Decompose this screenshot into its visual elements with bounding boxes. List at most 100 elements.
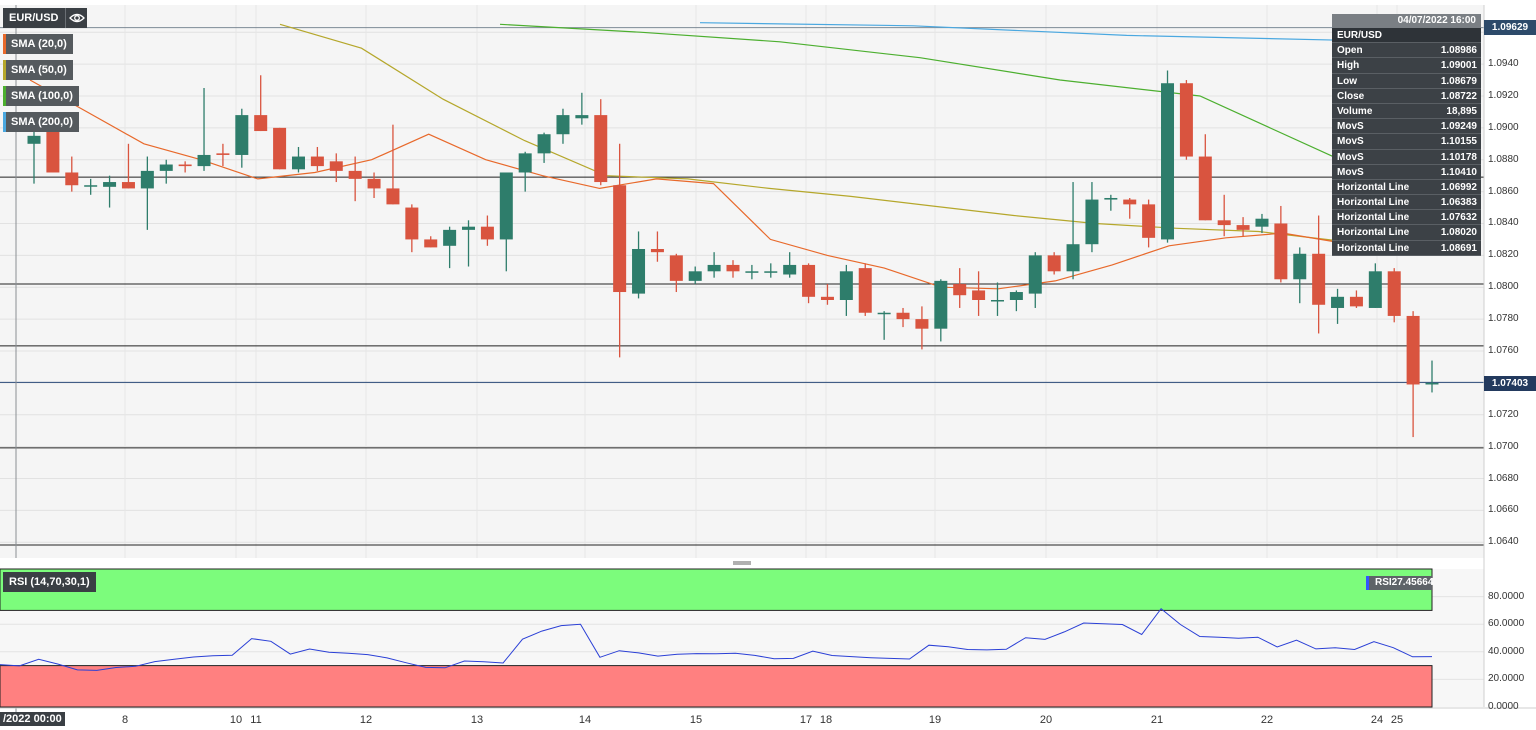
price-tick-label: 1.0700	[1488, 440, 1519, 452]
time-tick-label: 25	[1390, 714, 1404, 726]
price-tick-label: 1.0660	[1488, 504, 1519, 516]
candle-body	[707, 264, 721, 272]
candle-body	[1123, 199, 1137, 205]
ohlc-info-panel: 04/07/2022 16:00 EUR/USD Open 1.08986 High…	[1332, 14, 1481, 256]
candle-body	[178, 164, 192, 167]
rsi-badge-value: 27.45664	[1391, 577, 1434, 588]
candle-body	[329, 161, 343, 171]
candle-body	[1179, 83, 1193, 157]
pane-resize-handle	[733, 561, 751, 565]
indicator-tag-sma-2[interactable]: SMA (100,0)	[3, 86, 79, 106]
info-row-value: 1.08691	[1440, 242, 1477, 254]
info-row: MovS 1.10410	[1332, 164, 1481, 180]
candle-body	[934, 280, 948, 329]
price-tick-label: 1.0760	[1488, 345, 1519, 356]
candle-body	[839, 271, 853, 300]
info-row: Horizontal Line 1.08691	[1332, 240, 1481, 256]
info-row: High 1.09001	[1332, 58, 1481, 74]
candle-body	[1293, 253, 1307, 280]
rsi-value-badge: RSI 27.45664	[1366, 576, 1434, 590]
info-datetime: 04/07/2022 16:00	[1332, 14, 1481, 28]
candle-body	[688, 271, 702, 281]
indicator-tag-sma-3[interactable]: SMA (200,0)	[3, 112, 79, 132]
candle-body	[1368, 271, 1382, 308]
candle-body	[443, 229, 457, 246]
info-row: MovS 1.10178	[1332, 149, 1481, 165]
candle-body	[556, 115, 570, 135]
candle-body	[103, 182, 117, 187]
candle-body	[291, 156, 305, 170]
candle-body	[820, 296, 834, 300]
price-tick-label: 1.0780	[1488, 313, 1519, 325]
info-row-label: MovS	[1337, 151, 1364, 163]
candle-body	[1312, 253, 1326, 305]
candle-body	[65, 172, 79, 186]
time-tick-label: 18	[819, 714, 833, 726]
candle-body	[1349, 296, 1363, 307]
info-row-label: Horizontal Line	[1337, 181, 1410, 193]
rsi-tick-label: 80.0000	[1488, 590, 1525, 602]
x-axis-first-label: /2022 00:00	[0, 712, 65, 726]
price-tick-label: 1.0880	[1488, 153, 1519, 165]
visibility-toggle[interactable]	[65, 8, 87, 28]
candle-body	[953, 284, 967, 296]
info-row: MovS 1.09249	[1332, 119, 1481, 135]
candle-body	[348, 170, 362, 179]
candle-body	[1047, 255, 1061, 272]
candle-body	[386, 188, 400, 205]
candle-body	[1142, 204, 1156, 238]
indicator-label: SMA (100,0)	[11, 90, 73, 102]
rsi-tag[interactable]: RSI (14,70,30,1)	[3, 572, 96, 592]
candle-body	[802, 264, 816, 297]
indicator-tag-sma-1[interactable]: SMA (50,0)	[3, 60, 73, 80]
candle-body	[462, 226, 476, 230]
rsi-tick-label: 20.0000	[1488, 673, 1525, 685]
info-row: Volume 18,895	[1332, 103, 1481, 120]
price-tick-label: 1.0900	[1488, 121, 1519, 133]
info-row-label: Horizontal Line	[1337, 227, 1410, 239]
info-row: Horizontal Line 1.08020	[1332, 225, 1481, 241]
info-row-value: 1.06383	[1440, 197, 1477, 209]
indicator-color-swatch	[3, 86, 6, 106]
candle-body	[650, 248, 664, 253]
candle-body	[1274, 223, 1288, 280]
candle-body	[159, 164, 173, 171]
candle-body	[537, 134, 551, 154]
candle-body	[1236, 225, 1250, 230]
candle-body	[575, 115, 589, 119]
candle-body	[405, 207, 419, 240]
time-tick-label: 19	[928, 714, 942, 726]
info-row-value: 1.08722	[1440, 90, 1477, 102]
candle-body	[140, 170, 154, 189]
price-pane-background	[0, 5, 1484, 558]
info-symbol-row: EUR/USD	[1332, 28, 1481, 44]
time-tick-label: 20	[1039, 714, 1053, 726]
sma-20-line	[29, 79, 1341, 290]
indicator-tag-sma-0[interactable]: SMA (20,0)	[3, 34, 73, 54]
rsi-line	[0, 607, 1433, 671]
price-tick-label: 1.0720	[1488, 408, 1519, 420]
rsi-tick-label: 40.0000	[1488, 645, 1525, 657]
candle-body	[1161, 83, 1175, 240]
candle-body	[669, 255, 683, 281]
symbol-tag[interactable]: EUR/USD	[3, 8, 65, 28]
info-symbol: EUR/USD	[1337, 30, 1383, 41]
indicator-label: SMA (200,0)	[11, 116, 73, 128]
info-row: Horizontal Line 1.07632	[1332, 210, 1481, 226]
candle-body	[235, 115, 249, 155]
candle-body	[1387, 271, 1401, 316]
info-row-label: Horizontal Line	[1337, 197, 1410, 209]
rsi-oversold-zone	[0, 665, 1433, 708]
candle-body	[915, 319, 929, 329]
time-tick-label: 17	[799, 714, 813, 726]
candle-body	[1425, 382, 1439, 385]
info-row-value: 1.10410	[1440, 166, 1477, 178]
info-row-label: Open	[1337, 45, 1363, 57]
candle-body	[783, 264, 797, 275]
time-tick-label: 22	[1260, 714, 1274, 726]
rsi-badge-label: RSI	[1375, 577, 1392, 588]
info-row-value: 1.08020	[1440, 227, 1477, 239]
candle-body	[972, 290, 986, 300]
info-row-value: 1.09001	[1440, 60, 1477, 72]
